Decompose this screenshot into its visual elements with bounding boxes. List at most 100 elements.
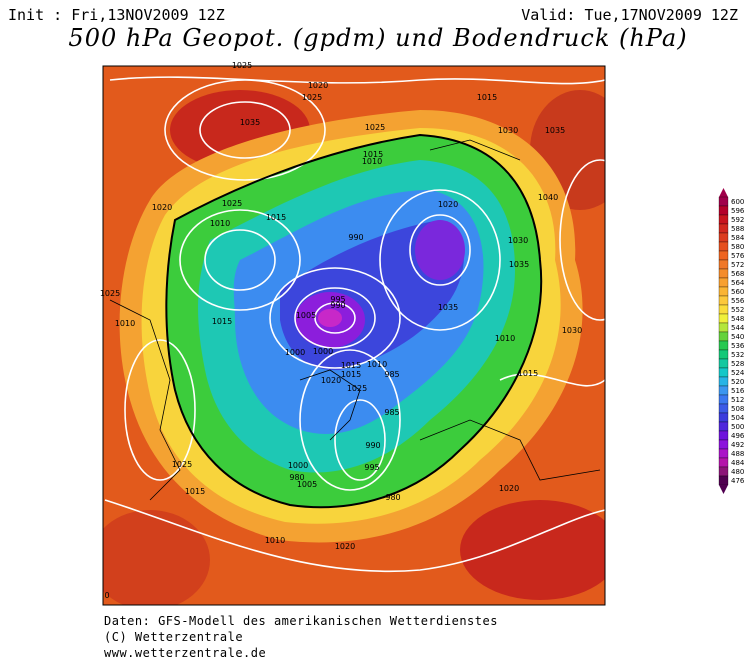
isobar-label: 1025 xyxy=(232,61,252,70)
valid-time: Valid: Tue,17NOV2009 12Z xyxy=(521,6,738,24)
isobar-label: 1005 xyxy=(296,311,316,320)
isobar-label: 1035 xyxy=(509,260,529,269)
colorbar-cell xyxy=(718,241,729,252)
isobar-label: 1020 xyxy=(335,542,355,551)
colorbar-label: 480 xyxy=(731,468,744,476)
colorbar-label: 564 xyxy=(731,279,745,287)
isobar-label: 1010 xyxy=(495,334,515,343)
colorbar-cell xyxy=(718,250,729,261)
colorbar-label: 596 xyxy=(731,207,745,215)
colorbar-cell xyxy=(718,358,729,369)
isobar-label: 1015 xyxy=(363,150,383,159)
isobar-label: 1020 xyxy=(499,484,519,493)
isobar-label: 1025 xyxy=(365,123,385,132)
colorbar-label: 532 xyxy=(731,351,744,359)
colorbar-label: 496 xyxy=(731,432,745,440)
isobar-label: 1015 xyxy=(518,369,538,378)
colorbar-cell xyxy=(718,448,729,459)
isobar-label: 1015 xyxy=(341,370,361,379)
colorbar-label: 500 xyxy=(731,423,744,431)
isobar-label: 1010 xyxy=(265,536,285,545)
map-title: 500 hPa Geopot. (gpdm) und Bodendruck (h… xyxy=(68,24,688,52)
isobar-label: 1025 xyxy=(347,384,367,393)
colorbar-arrow xyxy=(719,188,728,197)
colorbar-label: 588 xyxy=(731,225,744,233)
isobar-label: 1015 xyxy=(266,213,286,222)
isobar-label: 1015 xyxy=(477,93,497,102)
isobar-label: 990 xyxy=(330,301,345,310)
colorbar-cell xyxy=(718,439,729,450)
isobar-label: 1030 xyxy=(508,236,528,245)
colorbar-label: 492 xyxy=(731,441,744,449)
colorbar-cell xyxy=(718,259,729,270)
colorbar-label: 592 xyxy=(731,216,744,224)
colorbar-cell xyxy=(718,313,729,324)
isobars xyxy=(104,76,605,573)
isobar-label: 1000 xyxy=(313,347,333,356)
isobar-label: 1010 xyxy=(362,157,382,166)
isobar-label: 1025 xyxy=(172,460,192,469)
colorbar-label: 524 xyxy=(731,369,745,377)
isobar-label: 1030 xyxy=(562,326,582,335)
colorbar-label: 476 xyxy=(731,477,745,485)
colorbar-cell xyxy=(718,205,729,216)
isobar-label: 1015 xyxy=(212,317,232,326)
colorbar-cell xyxy=(718,466,729,477)
isobar-label: 1020 xyxy=(308,81,328,90)
coastlines xyxy=(109,139,601,501)
isobar-label: 985 xyxy=(384,408,399,417)
colorbar-cell xyxy=(718,475,729,486)
isobar-label: 1020 xyxy=(321,376,341,385)
isobar-label: 980 xyxy=(289,473,304,482)
colorbar-cell xyxy=(718,385,729,396)
isobar-label: 980 xyxy=(385,493,400,502)
colorbar-cell xyxy=(718,268,729,279)
isobar-label: 1040 xyxy=(538,193,558,202)
isobar-label: 1025 xyxy=(222,199,242,208)
colorbar-arrow xyxy=(719,485,728,494)
isobar-label: 1005 xyxy=(297,480,317,489)
colorbar-label: 508 xyxy=(731,405,744,413)
colorbar-cell xyxy=(718,412,729,423)
isobar-label: 990 xyxy=(348,233,363,242)
map-frame xyxy=(102,65,606,606)
colorbar-label: 540 xyxy=(731,333,744,341)
isobar-label: 1010 xyxy=(367,360,387,369)
isobar-label: 1000 xyxy=(285,348,305,357)
colorbar-label: 584 xyxy=(731,234,745,242)
colorbar-cell xyxy=(718,295,729,306)
colorbar-cell xyxy=(718,430,729,441)
isobar-label: 1030 xyxy=(498,126,518,135)
colorbar-cell xyxy=(718,277,729,288)
isobar-label: 1010 xyxy=(210,219,230,228)
isobar-label: 1035 xyxy=(240,118,260,127)
colorbar-cell xyxy=(718,232,729,243)
isobar-label: 995 xyxy=(364,463,379,472)
colorbar-label: 576 xyxy=(731,252,745,260)
isobar-label: 1015 xyxy=(185,487,205,496)
colorbar-label: 556 xyxy=(731,297,745,305)
colorbar-label: 544 xyxy=(731,324,745,332)
colorbar-label: 484 xyxy=(731,459,745,467)
colorbar-cell xyxy=(718,304,729,315)
footer-line: (C) Wetterzentrale xyxy=(104,630,244,644)
colorbar-cell xyxy=(718,403,729,414)
isobar-label: 1025 xyxy=(302,93,322,102)
colorbar-label: 488 xyxy=(731,450,744,458)
colorbar-label: 504 xyxy=(731,414,745,422)
colorbar-cell xyxy=(718,457,729,468)
colorbar-cell xyxy=(718,349,729,360)
colorbar-label: 528 xyxy=(731,360,744,368)
footer-line: www.wetterzentrale.de xyxy=(104,646,267,660)
isobar-label: 990 xyxy=(365,441,380,450)
colorbar-label: 520 xyxy=(731,378,744,386)
isobar-label: 1025 xyxy=(100,289,120,298)
colorbar-label: 560 xyxy=(731,288,744,296)
colorbar-label: 552 xyxy=(731,306,744,314)
colorbar-label: 516 xyxy=(731,387,745,395)
colorbar-label: 580 xyxy=(731,243,744,251)
isobar-label: 1015 xyxy=(341,361,361,370)
isobar-label: 995 xyxy=(330,295,345,304)
